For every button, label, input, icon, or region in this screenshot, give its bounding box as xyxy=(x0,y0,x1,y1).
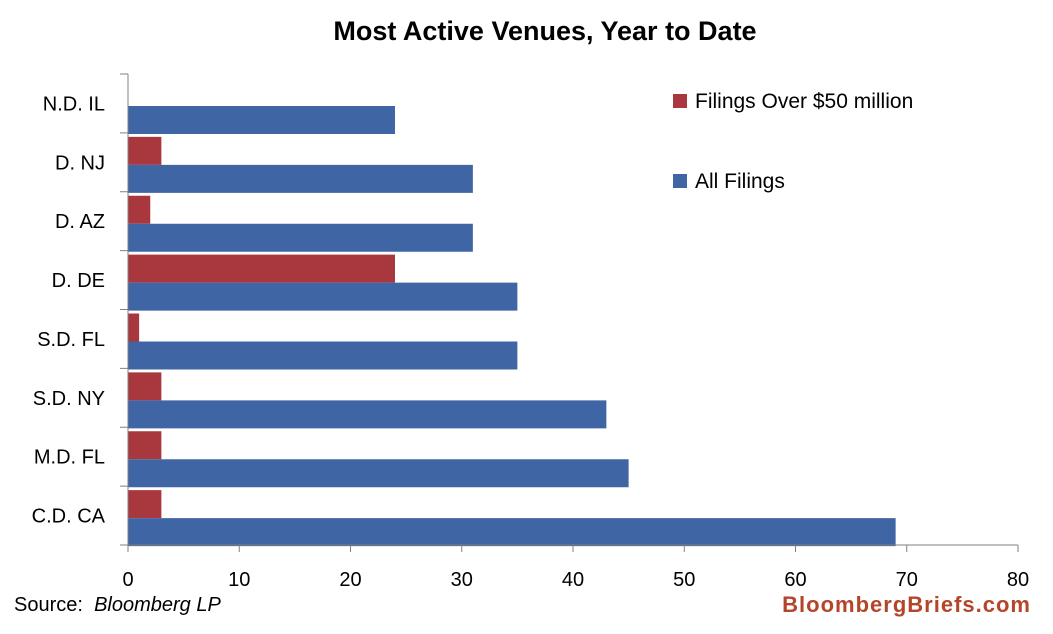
source-prefix: Source: xyxy=(14,594,83,616)
bar-m-d-fl-all-filings xyxy=(128,459,629,488)
x-tick-label: 50 xyxy=(673,569,695,591)
source-note: Source: Bloomberg LP xyxy=(14,594,221,617)
bar-d-az-all-filings xyxy=(128,223,473,252)
bar-s-d-ny-large-filings xyxy=(128,372,162,401)
chart-title: Most Active Venues, Year to Date xyxy=(333,16,756,46)
bars-layer xyxy=(128,106,896,547)
x-tick-label: 20 xyxy=(339,569,361,591)
legend-swatch xyxy=(673,174,687,188)
category-label: D. AZ xyxy=(55,211,105,233)
bar-d-az-large-filings xyxy=(128,195,151,224)
category-label: D. DE xyxy=(52,270,105,292)
x-tick-label: 80 xyxy=(1007,569,1029,591)
bar-c-d-ca-large-filings xyxy=(128,490,162,519)
x-tick-label: 0 xyxy=(122,569,133,591)
category-label: D. NJ xyxy=(55,152,105,174)
bar-m-d-fl-large-filings xyxy=(128,431,162,460)
bar-d-de-all-filings xyxy=(128,282,518,311)
category-label: N.D. IL xyxy=(43,93,105,115)
x-tick-label: 60 xyxy=(784,569,806,591)
category-label: M.D. FL xyxy=(34,447,105,469)
axes xyxy=(120,73,1019,552)
x-tick-label: 30 xyxy=(451,569,473,591)
tick-labels: 0 10 20 30 40 50 60 70 80 xyxy=(122,569,1029,591)
legend-label: Filings Over $50 million xyxy=(695,90,913,113)
bar-s-d-fl-all-filings xyxy=(128,341,518,370)
bar-d-de-large-filings xyxy=(128,254,395,283)
x-tick-label: 10 xyxy=(228,569,250,591)
category-label: C.D. CA xyxy=(32,506,106,528)
brand-logo: BloombergBriefs.com xyxy=(782,592,1031,617)
x-tick-label: 70 xyxy=(896,569,918,591)
source-name: Bloomberg LP xyxy=(94,594,221,616)
bar-s-d-ny-all-filings xyxy=(128,400,607,429)
legend-swatch xyxy=(673,94,687,108)
category-label: S.D. NY xyxy=(33,388,105,410)
bar-d-nj-all-filings xyxy=(128,164,473,193)
bar-d-nj-large-filings xyxy=(128,136,162,165)
bar-s-d-fl-large-filings xyxy=(128,313,140,342)
category-labels: N.D. IL D. NJ D. AZ D. DE S.D. FL S.D. NY M.D.… xyxy=(32,93,106,527)
bar-n-d-il-all-filings xyxy=(128,106,395,134)
bar-c-d-ca-all-filings xyxy=(128,518,896,547)
x-tick-label: 40 xyxy=(562,569,584,591)
category-label: S.D. FL xyxy=(37,329,105,351)
legend-label: All Filings xyxy=(695,170,785,193)
legend: Filings Over $50 million All Filings xyxy=(673,90,913,193)
